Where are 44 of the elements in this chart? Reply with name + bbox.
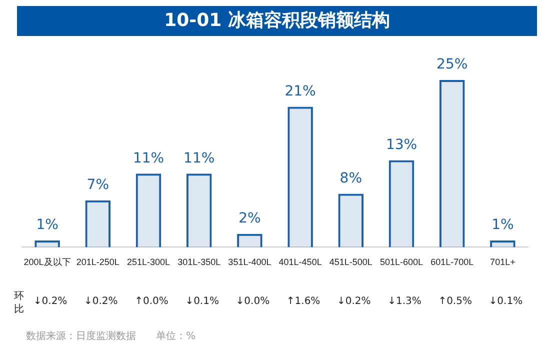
bar <box>136 174 162 248</box>
data-label: 11% <box>184 150 215 166</box>
data-label: 1% <box>492 217 514 234</box>
text: 环比 <box>14 290 25 316</box>
data-label: 13% <box>386 136 418 153</box>
x-tick-label: 251L-300L <box>126 257 170 268</box>
data-label: 11% <box>132 150 164 166</box>
x-tick-label: 701L+ <box>490 257 516 268</box>
text: ↓1.3% <box>388 296 422 307</box>
bar <box>237 234 262 248</box>
data-label: 1% <box>36 217 58 234</box>
data-label: 25% <box>436 56 468 73</box>
data-label: 7% <box>86 177 110 194</box>
text: ↑0.5% <box>438 296 472 307</box>
x-tick-label: 301L-350L <box>178 257 221 268</box>
bar <box>85 200 111 248</box>
x-tick-label: 351L-400L <box>228 257 272 268</box>
text: ↓0.2% <box>84 296 118 307</box>
x-tick-label: 200L及以下 <box>24 257 71 268</box>
text: ↓0.2% <box>33 296 68 307</box>
data-label: 8% <box>340 170 362 186</box>
bar <box>186 174 212 248</box>
text: ↓0.2% <box>336 296 371 307</box>
x-tick-label: 451L-500L <box>329 257 372 268</box>
text: ↓0.1% <box>488 296 523 307</box>
text: ↓0.1% <box>185 296 219 307</box>
x-tick-label: 501L-600L <box>380 257 424 268</box>
bar <box>288 106 313 248</box>
bar <box>34 240 60 248</box>
x-tick-label: 601L-700L <box>430 257 474 268</box>
data-label: 21% <box>284 83 316 100</box>
bar <box>338 194 364 248</box>
x-tick-label: 201L-250L <box>76 257 120 268</box>
bar <box>388 160 414 248</box>
bar <box>490 240 516 248</box>
text: 单位：% <box>156 331 196 342</box>
text: ↑0.0% <box>134 296 168 307</box>
data-label: 2% <box>238 210 261 226</box>
x-tick-label: 401L-450L <box>278 257 322 268</box>
text: ↑1.6% <box>286 296 320 307</box>
source-note: 数据来源：日度监测数据 <box>26 331 136 342</box>
bar <box>439 80 465 248</box>
text: ↓0.0% <box>236 296 270 307</box>
chart-title: 10-01 冰箱容积段销额结构 <box>17 6 537 36</box>
